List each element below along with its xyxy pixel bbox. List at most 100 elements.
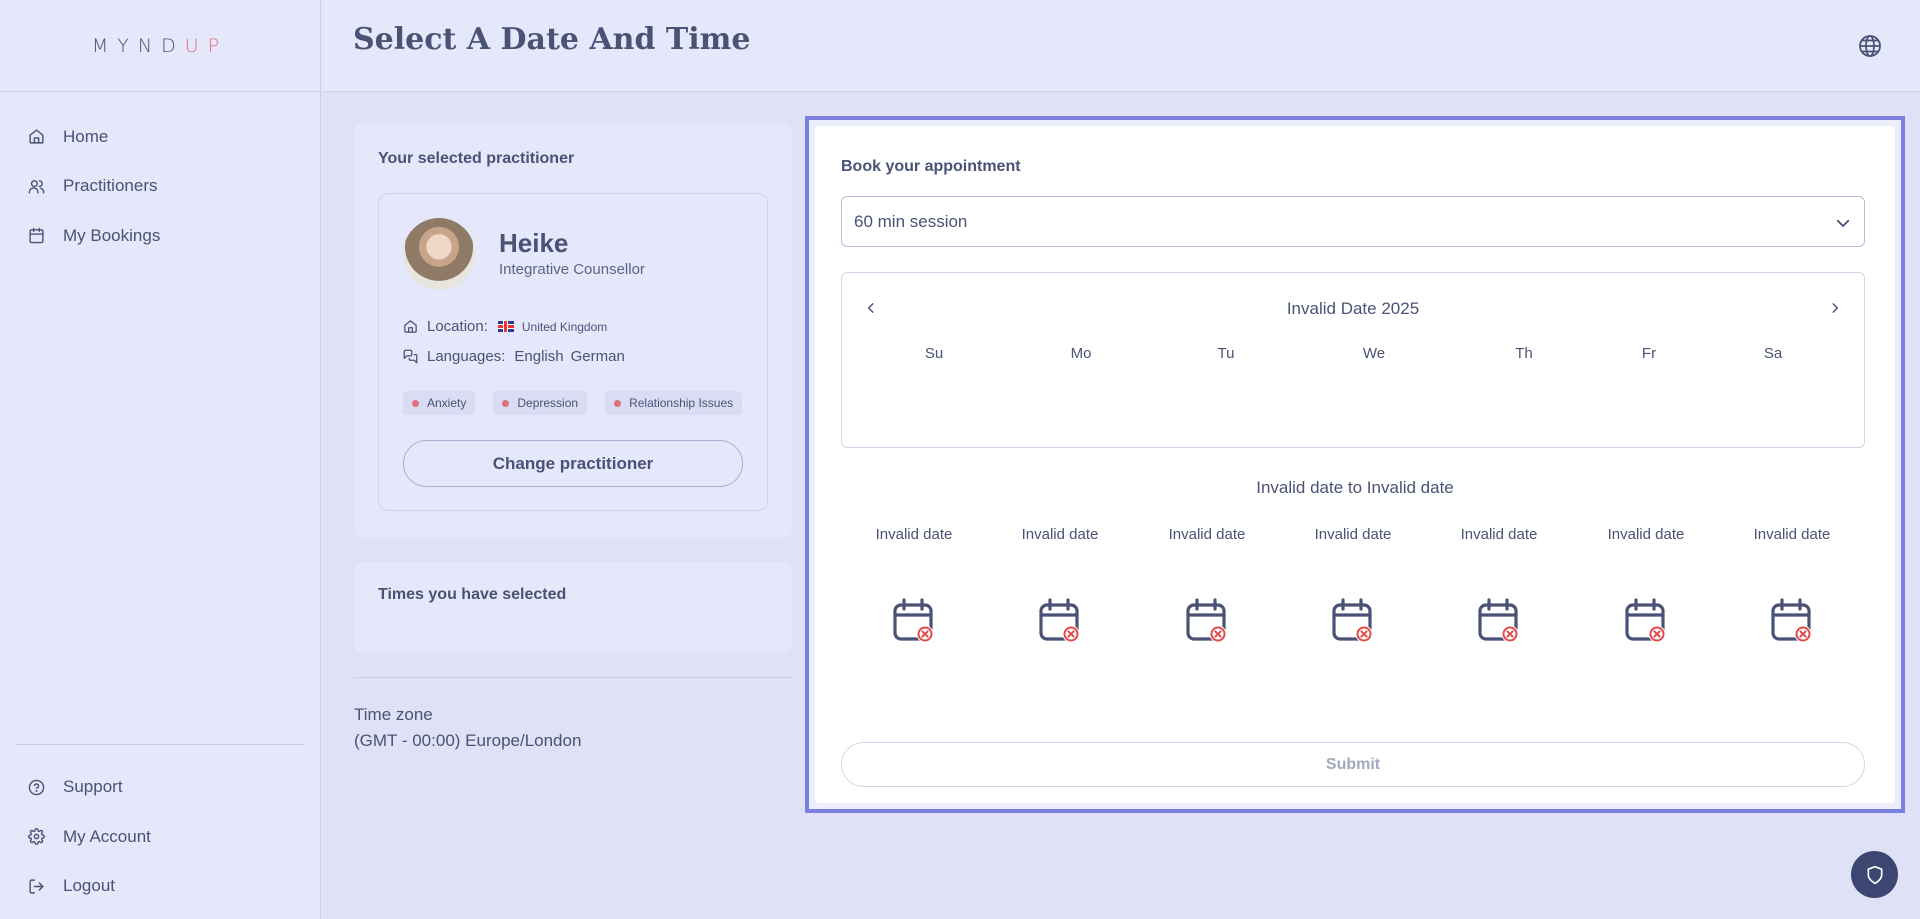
- calendar-unavailable-icon: [1039, 598, 1080, 643]
- users-icon: [28, 179, 45, 194]
- practitioner-card: Heike Integrative Counsellor Location: U…: [378, 193, 768, 511]
- booking-panel: Book your appointment 60 min session Inv…: [815, 126, 1895, 803]
- session-select-value: 60 min session: [854, 211, 968, 231]
- uk-flag-icon: [497, 321, 514, 332]
- gear-icon: [28, 828, 45, 846]
- booking-title: Book your appointment: [841, 158, 1021, 175]
- sidebar: MYNDUP Home Practitioners My Bookings Su…: [0, 0, 321, 919]
- sidebar-item-label: Practitioners: [63, 176, 158, 196]
- chevron-right-icon[interactable]: [1828, 301, 1842, 315]
- day-label: Invalid date: [1168, 526, 1246, 543]
- specialty-tags: Anxiety Depression Relationship Issues: [403, 391, 743, 415]
- tag-dot: [614, 399, 622, 407]
- day-label: Invalid date: [1460, 526, 1538, 543]
- sidebar-item-label: Home: [63, 126, 109, 146]
- weekday-label: Tu: [1217, 345, 1235, 362]
- tag-dot: [412, 399, 419, 407]
- day-label: Invalid date: [1021, 526, 1099, 543]
- day-column: Invalid date: [1293, 526, 1413, 644]
- main-nav: Home Practitioners My Bookings: [0, 92, 320, 261]
- weekday-label: We: [1362, 345, 1386, 362]
- date-range-title: Invalid date to Invalid date: [1256, 478, 1454, 497]
- mindup-logo[interactable]: MYNDUP: [92, 35, 228, 57]
- logo-area: MYNDUP: [0, 0, 320, 92]
- specialty-tag: Depression: [493, 391, 588, 415]
- practitioner-section: Your selected practitioner Heike Integra…: [354, 124, 792, 537]
- submit-button[interactable]: Submit: [841, 742, 1865, 787]
- avatar: [403, 218, 475, 290]
- timezone-divider: [354, 677, 792, 678]
- chat-bubbles-icon: [403, 349, 418, 364]
- sidebar-item-label: My Account: [63, 826, 151, 846]
- chevron-left-icon[interactable]: [864, 301, 878, 315]
- day-column: Invalid date: [1147, 526, 1267, 644]
- calendar-unavailable-icon: [1332, 598, 1373, 643]
- timezone-value[interactable]: (GMT - 00:00) Europe/London: [354, 731, 582, 750]
- weekday-label: Fr: [1641, 345, 1657, 362]
- chevron-down-icon: [1836, 219, 1850, 227]
- calendar-month-title: Invalid Date 2025: [1286, 299, 1420, 318]
- change-practitioner-button[interactable]: Change practitioner: [403, 440, 743, 487]
- location-row: Location: United Kingdom: [403, 318, 607, 335]
- globe-icon[interactable]: [1858, 34, 1882, 58]
- languages-row: Languages: English German: [403, 348, 625, 365]
- month-calendar: Invalid Date 2025 Su Mo Tu We Th Fr Sa: [841, 272, 1865, 448]
- practitioner-role: Integrative Counsellor: [499, 261, 645, 278]
- calendar-unavailable-icon: [1625, 598, 1666, 643]
- day-column: Invalid date: [1586, 526, 1706, 644]
- weekday-label: Su: [924, 345, 944, 362]
- session-length-select[interactable]: 60 min session: [841, 196, 1865, 247]
- calendar-unavailable-icon: [1186, 598, 1227, 643]
- logout-icon: [29, 879, 44, 894]
- booking-panel-highlight: Book your appointment 60 min session Inv…: [805, 116, 1905, 813]
- sidebar-item-label: Support: [63, 777, 123, 797]
- practitioner-name: Heike: [499, 228, 569, 258]
- sidebar-item-my-account[interactable]: My Account: [0, 812, 320, 862]
- sidebar-divider: [16, 743, 304, 745]
- selected-times-section: Times you have selected: [354, 562, 792, 652]
- specialty-tag: Anxiety: [403, 391, 476, 415]
- sidebar-item-label: Logout: [63, 876, 115, 896]
- weekday-label: Mo: [1070, 345, 1092, 362]
- tag-label: Anxiety: [427, 396, 467, 410]
- page-header: Select A Date And Time: [322, 0, 1920, 92]
- sidebar-item-logout[interactable]: Logout: [0, 862, 320, 912]
- page-title: Select A Date And Time: [353, 22, 751, 57]
- calendar-unavailable-icon: [1478, 598, 1519, 643]
- shield-icon: [1867, 865, 1882, 884]
- sidebar-item-my-bookings[interactable]: My Bookings: [0, 211, 320, 261]
- logo-accent: UP: [184, 34, 229, 57]
- home-icon: [29, 129, 44, 144]
- tag-dot: [502, 399, 510, 407]
- selected-times-title: Times you have selected: [378, 586, 567, 603]
- day-label: Invalid date: [875, 526, 953, 543]
- sidebar-item-support[interactable]: Support: [0, 763, 320, 813]
- help-circle-icon: [28, 779, 45, 796]
- weekday-label: Sa: [1763, 345, 1783, 362]
- day-column: Invalid date: [1000, 526, 1120, 644]
- calendar-icon: [29, 227, 44, 244]
- sidebar-item-label: My Bookings: [63, 225, 161, 245]
- timezone-label: Time zone: [354, 705, 433, 724]
- day-label: Invalid date: [1314, 526, 1392, 543]
- specialty-tag: Relationship Issues: [605, 391, 743, 415]
- sidebar-bottom: Support My Account Logout: [0, 743, 320, 919]
- sidebar-item-practitioners[interactable]: Practitioners: [0, 162, 320, 212]
- day-column: Invalid date: [1732, 526, 1852, 644]
- tag-label: Relationship Issues: [629, 396, 734, 410]
- sidebar-item-home[interactable]: Home: [0, 112, 320, 162]
- language-item: English: [514, 348, 564, 365]
- day-label: Invalid date: [1753, 526, 1831, 543]
- languages-label: Languages:: [427, 348, 506, 365]
- language-item: German: [570, 348, 625, 365]
- tag-label: Depression: [517, 396, 579, 410]
- privacy-shield-button[interactable]: [1851, 851, 1898, 898]
- home-icon: [404, 320, 417, 333]
- day-column: Invalid date: [854, 526, 974, 644]
- day-column: Invalid date: [1439, 526, 1559, 644]
- logo-main: MYND: [91, 34, 185, 57]
- practitioner-section-title: Your selected practitioner: [378, 150, 575, 167]
- calendar-unavailable-icon: [1771, 598, 1812, 643]
- location-value: United Kingdom: [521, 319, 608, 334]
- day-label: Invalid date: [1607, 526, 1685, 543]
